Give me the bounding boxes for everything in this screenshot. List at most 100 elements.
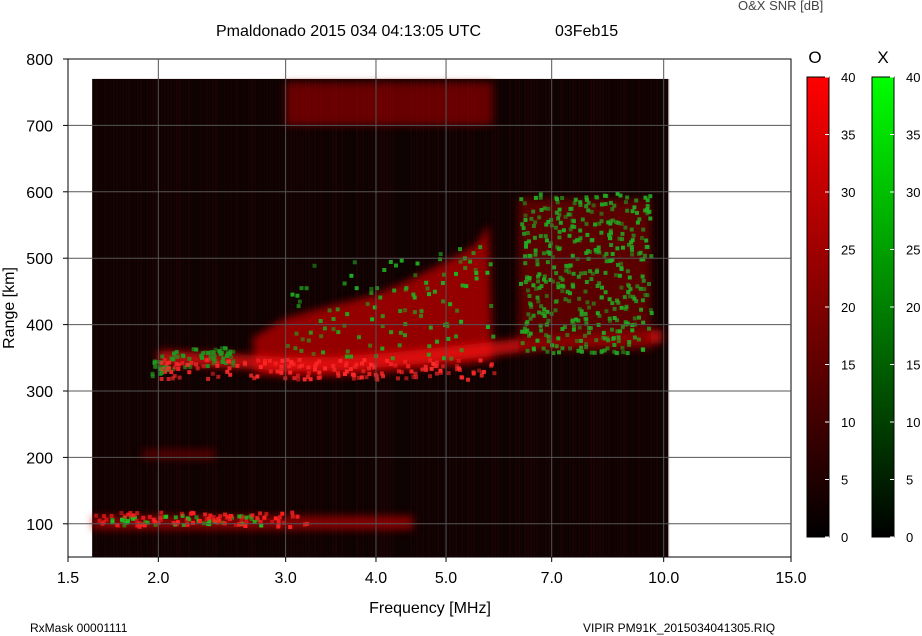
x-mode-pixel xyxy=(558,220,563,225)
o-mode-pixel xyxy=(137,524,142,529)
x-mode-pixel xyxy=(331,327,336,332)
x-mode-pixel xyxy=(419,309,424,314)
o-mode-pixel xyxy=(409,369,414,374)
noise-stripe xyxy=(98,78,101,557)
o-mode-pixel xyxy=(478,358,483,363)
x-mode-pixel xyxy=(194,515,199,520)
y-tick-label: 500 xyxy=(26,251,53,268)
x-mode-pixel xyxy=(593,247,598,252)
o-mode-pixel xyxy=(302,522,307,527)
x-mode-pixel xyxy=(544,294,549,298)
x-mode-pixel xyxy=(403,308,408,313)
x-mode-pixel xyxy=(615,298,619,303)
x-mode-pixel xyxy=(609,243,614,247)
x-mode-pixel xyxy=(524,276,529,281)
x-mode-pixel xyxy=(604,194,609,198)
o-mode-pixel xyxy=(206,376,211,381)
o-mode-pixel xyxy=(235,363,240,368)
x-mode-pixel xyxy=(645,293,650,298)
x-mode-pixel xyxy=(544,238,549,243)
x-mode-pixel xyxy=(191,347,196,352)
x-mode-pixel xyxy=(380,314,385,319)
x-mode-pixel xyxy=(448,302,453,307)
x-mode-pixel xyxy=(608,221,613,226)
o-mode-pixel xyxy=(413,371,418,376)
x-mode-pixel xyxy=(415,261,420,266)
x-mode-pixel xyxy=(194,347,199,352)
x-mode-pixel xyxy=(454,271,458,276)
chart-title: Pmaldonado 2015 034 04:13:05 UTC xyxy=(216,23,481,40)
o-mode-pixel xyxy=(147,514,152,519)
o-mode-pixel xyxy=(229,514,233,518)
x-mode-pixel xyxy=(568,346,573,351)
noise-stripe xyxy=(242,78,245,557)
x-mode-pixel xyxy=(576,318,581,323)
x-mode-pixel xyxy=(592,350,597,355)
x-mode-pixel xyxy=(583,333,587,338)
x-mode-pixel xyxy=(557,212,562,217)
x-mode-pixel xyxy=(541,311,546,316)
x-mode-pixel xyxy=(478,245,483,250)
x-mode-pixel xyxy=(627,342,632,347)
x-mode-pixel xyxy=(616,339,621,344)
x-mode-pixel xyxy=(587,330,591,335)
o-mode-pixel xyxy=(423,364,428,369)
x-mode-pixel xyxy=(572,239,577,244)
noise-stripe xyxy=(116,78,119,557)
x-mode-pixel xyxy=(370,317,375,322)
x-mode-pixel xyxy=(615,191,620,196)
x-mode-pixel xyxy=(536,279,541,284)
x-mode-pixel xyxy=(412,295,417,300)
o-mode-pixel xyxy=(404,376,409,381)
x-mode-pixel xyxy=(608,200,613,205)
noise-stripe xyxy=(107,78,110,557)
x-mode-pixel xyxy=(525,320,530,325)
o-mode-pixel xyxy=(367,366,371,371)
o-mode-pixel xyxy=(302,377,307,382)
noise-stripe xyxy=(203,78,206,557)
x-mode-pixel xyxy=(616,335,621,340)
o-mode-pixel xyxy=(361,369,366,374)
x-mode-pixel xyxy=(610,301,615,306)
x-mode-pixel xyxy=(449,356,454,361)
y-tick-label: 100 xyxy=(26,517,53,534)
x-mode-pixel xyxy=(527,276,532,280)
x-mode-pixel xyxy=(524,244,528,249)
o-mode-pixel xyxy=(195,366,200,371)
o-mode-pixel xyxy=(216,374,221,379)
x-mode-pixel xyxy=(464,284,469,289)
o-mode-pixel xyxy=(94,513,99,518)
o-mode-pixel xyxy=(348,367,353,372)
x-mode-pixel xyxy=(378,295,383,300)
o-mode-pixel xyxy=(201,364,206,369)
o-mode-pixel xyxy=(215,520,220,525)
x-mode-pixel xyxy=(227,351,232,356)
o-mode-pixel xyxy=(314,361,319,366)
x-mode-pixel xyxy=(584,342,589,347)
x-mode-pixel xyxy=(610,207,615,212)
x-mode-pixel xyxy=(528,316,533,321)
x-mode-pixel xyxy=(368,343,373,348)
x-mode-pixel xyxy=(441,299,446,304)
x-mode-pixel xyxy=(311,351,316,356)
o-mode-pixel xyxy=(240,515,245,520)
o-mode-pixel xyxy=(456,358,461,363)
x-mode-pixel xyxy=(611,218,616,223)
noise-stripe xyxy=(269,78,272,557)
o-mode-pixel xyxy=(226,359,231,364)
x-mode-pixel xyxy=(554,271,559,276)
o-mode-pixel xyxy=(273,361,278,366)
x-mode-pixel xyxy=(152,360,157,365)
o-mode-pixel xyxy=(225,369,230,374)
x-mode-pixel xyxy=(559,283,564,288)
o-mode-pixel xyxy=(250,513,255,518)
x-mode-pixel xyxy=(544,333,549,338)
x-mode-pixel xyxy=(570,253,575,258)
footer-rxmask: RxMask 00001111 xyxy=(30,621,128,635)
x-mode-pixel xyxy=(542,314,547,318)
x-mode-pixel xyxy=(560,346,565,351)
x-mode-pixel xyxy=(412,310,417,315)
x-mode-pixel xyxy=(519,281,523,286)
o-mode-pixel xyxy=(424,367,429,372)
x-mode-pixel xyxy=(567,270,572,275)
